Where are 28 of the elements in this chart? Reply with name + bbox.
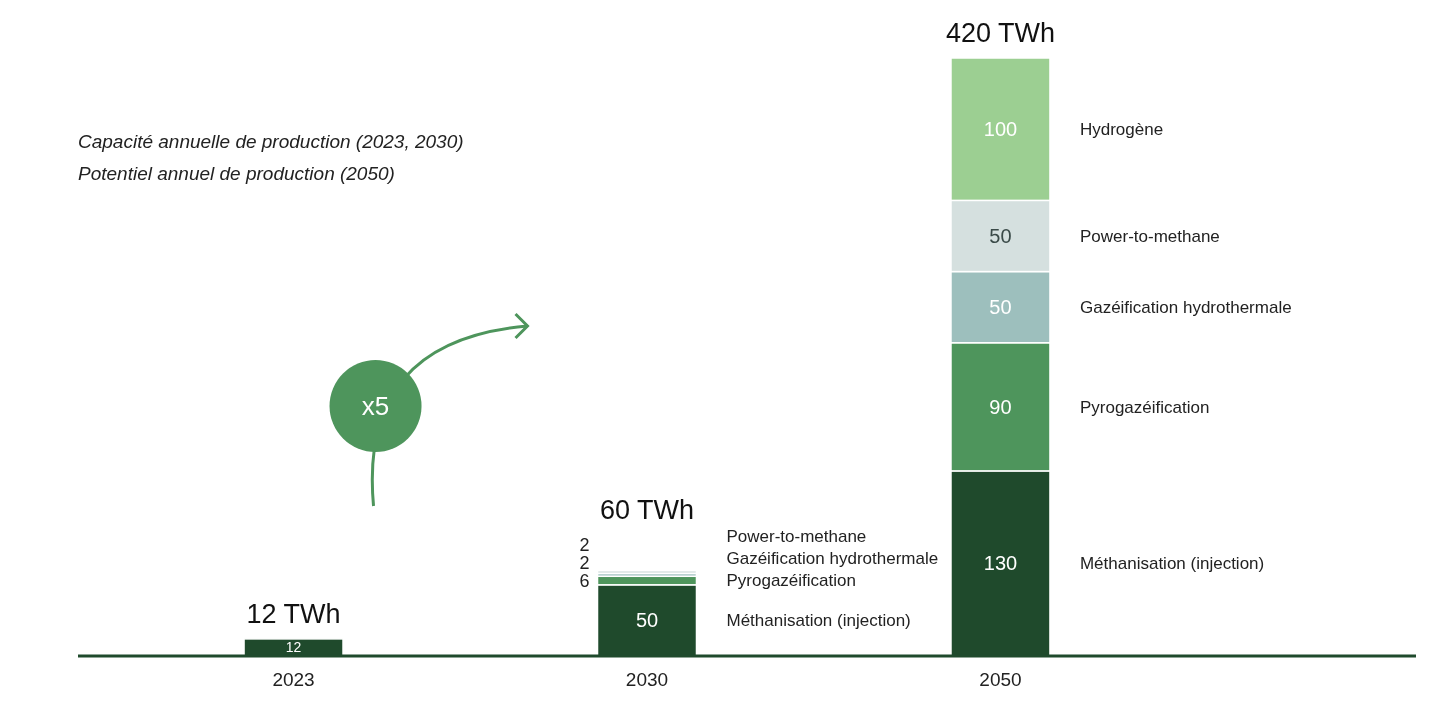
data-label: 50 [989, 296, 1012, 319]
data-label: 6 [579, 570, 590, 591]
series-label: Méthanisation (injection) [726, 611, 911, 631]
text: Power-to-methane [726, 527, 867, 547]
data-label: 50 [989, 224, 1012, 247]
data-label: 2 [579, 534, 590, 555]
data-label: 12 [285, 639, 302, 656]
series-label: Gazéification hydrothermale [1079, 298, 1292, 318]
annotation: x5 [361, 391, 390, 422]
data-label: 100 [983, 118, 1018, 141]
total-label: 420 TWh [945, 18, 1055, 48]
total-label: 12 TWh [246, 598, 341, 629]
data-label: 130 [983, 552, 1018, 575]
series-label: Hydrogène [1079, 120, 1164, 140]
series-label: Pyrogazéification [726, 571, 856, 591]
annotation: Potentiel annuel de production (2050) [78, 163, 395, 184]
text: Méthanisation (injection) [1079, 554, 1265, 574]
annotation: Capacité annuelle de production (2023, 2030) [78, 131, 464, 152]
text: Pyrogazéification [1079, 397, 1210, 417]
data-label: 2 [579, 552, 590, 573]
x-tick-label: 2050 [979, 669, 1022, 690]
data-label: 90 [989, 395, 1012, 418]
series-label: Power-to-methane [1079, 226, 1220, 246]
total-label: 60 TWh [599, 494, 695, 525]
x-tick-label: 2030 [625, 669, 669, 690]
x-tick-label: 2023 [272, 669, 315, 690]
text: Gazéification hydrothermale [726, 549, 939, 569]
data-label: 50 [635, 609, 659, 632]
